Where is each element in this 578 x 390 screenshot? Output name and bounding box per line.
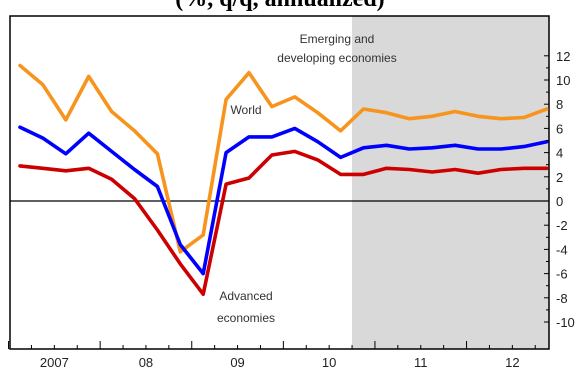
advanced-label-line1: Advanced — [219, 289, 272, 303]
chart-title: (%, q/q, annualized) — [155, 0, 405, 13]
forecast-shade — [352, 16, 549, 349]
series-line-world — [18, 125, 549, 276]
forecast-shade-layer — [352, 16, 549, 349]
series-labels: Emerging and developing economies World … — [217, 32, 397, 325]
x-tick-label: 12 — [505, 355, 519, 370]
y-tick-label: 8 — [556, 97, 563, 112]
x-tick-label: 11 — [414, 355, 428, 370]
x-tick-label: 10 — [322, 355, 336, 370]
series-line-emerging-and-developing-economies — [18, 63, 549, 254]
y-tick-label: 0 — [556, 194, 563, 209]
y-tick-label: -4 — [556, 242, 568, 257]
y-tick-label: 6 — [556, 121, 563, 136]
y-tick-label: -10 — [556, 315, 575, 330]
advanced-label-line2: economies — [217, 311, 275, 325]
y-tick-label: 12 — [556, 49, 570, 64]
y-tick-label: 2 — [556, 170, 563, 185]
y-tick-label: -8 — [556, 291, 568, 306]
axes-layer: 12 10 8 6 4 2 0 -2 -4 -6 -8 -10 2007 08 09 10 11 12 — [8, 49, 575, 370]
series-line-advanced-economies — [18, 149, 549, 297]
emerging-label-line1: Emerging and — [300, 32, 375, 46]
x-tick-label: 08 — [139, 355, 153, 370]
y-tick-label: 4 — [556, 146, 563, 161]
emerging-label-line2: developing economies — [277, 51, 396, 65]
plot-frame — [9, 15, 550, 350]
y-tick-label: -6 — [556, 267, 568, 282]
series-layer — [18, 63, 549, 297]
plot-frame-layer — [9, 15, 550, 350]
y-tick-label: -2 — [556, 218, 568, 233]
y-tick-label: 10 — [556, 73, 570, 88]
x-tick-label: 09 — [230, 355, 244, 370]
x-tick-label: 2007 — [40, 355, 69, 370]
world-label: World — [230, 103, 261, 117]
